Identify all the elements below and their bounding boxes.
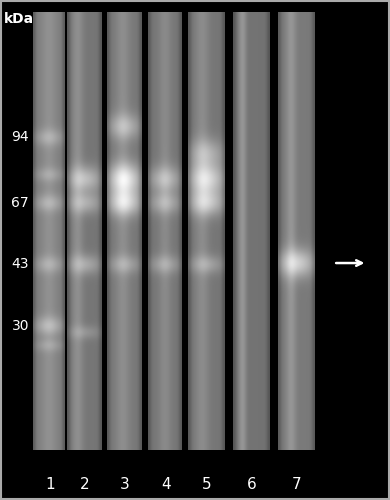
Text: 67: 67 xyxy=(11,196,29,210)
Text: 3: 3 xyxy=(120,477,129,492)
Text: 5: 5 xyxy=(202,477,211,492)
Text: 30: 30 xyxy=(11,318,29,332)
Text: 4: 4 xyxy=(161,477,170,492)
Text: kDa: kDa xyxy=(4,12,34,26)
Text: 43: 43 xyxy=(11,258,29,272)
Text: 6: 6 xyxy=(247,477,257,492)
Text: 7: 7 xyxy=(292,477,301,492)
Text: 94: 94 xyxy=(11,130,29,144)
Text: 2: 2 xyxy=(80,477,90,492)
Text: 1: 1 xyxy=(45,477,55,492)
